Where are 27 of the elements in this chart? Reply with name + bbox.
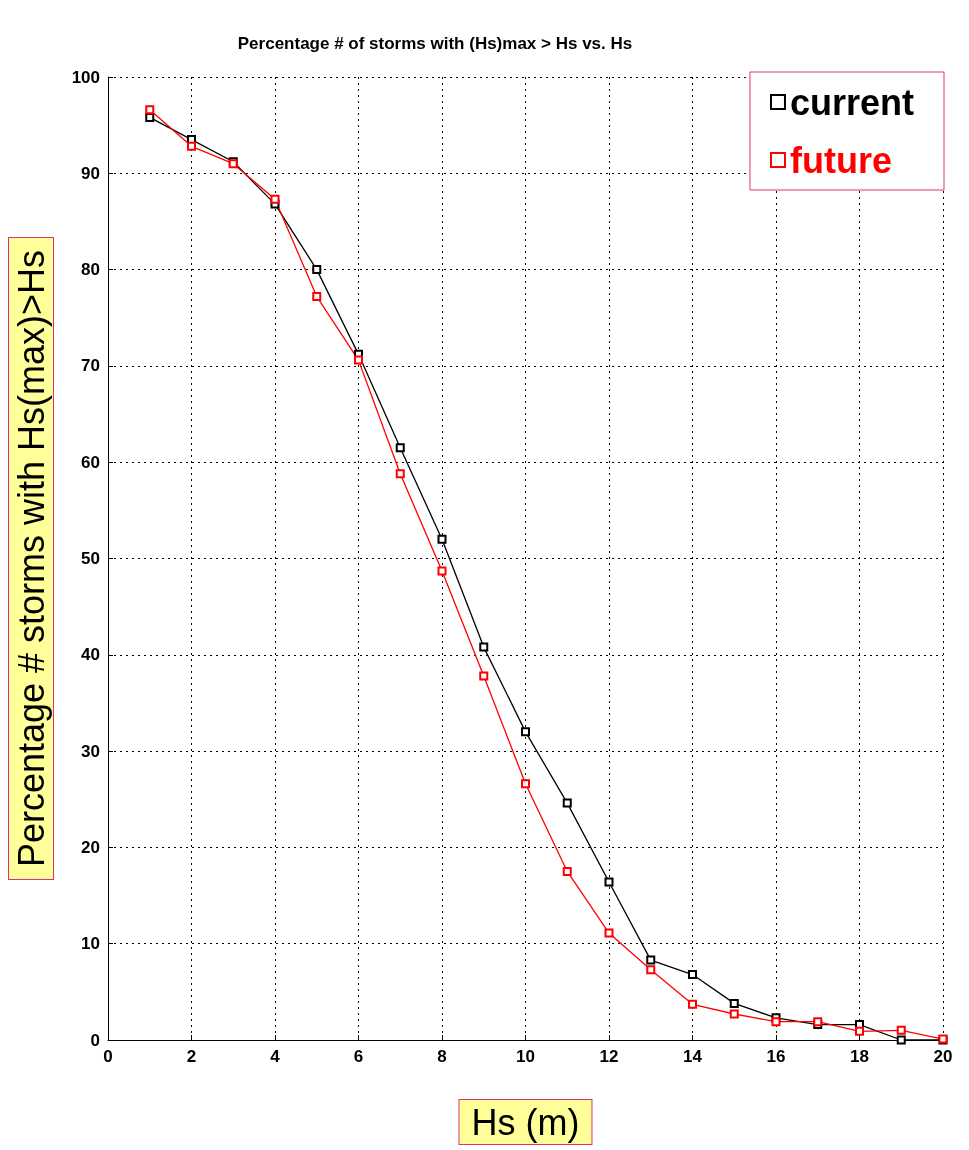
- x-tick-label: 8: [437, 1047, 447, 1066]
- y-tick-label: 40: [81, 645, 100, 665]
- x-tick-label: 14: [683, 1047, 703, 1066]
- y-tick-label: 30: [81, 741, 100, 761]
- x-tick-label: 20: [933, 1047, 953, 1066]
- legend-label: future: [789, 139, 892, 181]
- y-tick-label: 20: [81, 837, 100, 857]
- y-tick-label: 70: [81, 356, 100, 376]
- x-tick-label: 0: [103, 1047, 113, 1066]
- y-axis-title: Percentage # storms with Hs(max)>Hs: [10, 249, 52, 868]
- y-tick-label: 80: [81, 260, 100, 280]
- x-tick-label: 6: [353, 1047, 364, 1066]
- y-tick-label: 10: [81, 934, 100, 954]
- legend-label: current: [789, 81, 915, 123]
- x-tick-label: 4: [270, 1047, 281, 1066]
- x-tick-label: 10: [516, 1047, 535, 1066]
- y-tick-label: 0: [90, 1030, 100, 1050]
- x-tick-label: 18: [850, 1047, 869, 1066]
- chart-title: Percentage # of storms with (Hs)max > Hs vs. Hs: [237, 34, 633, 53]
- x-axis-title: Hs (m): [471, 1101, 580, 1143]
- x-tick-label: 16: [766, 1047, 786, 1066]
- x-tick-label: 12: [599, 1047, 619, 1066]
- y-tick-label: 100: [71, 67, 100, 87]
- y-tick-label: 50: [81, 549, 100, 568]
- y-tick-label: 90: [81, 163, 100, 183]
- y-tick-label: 60: [81, 452, 100, 472]
- x-tick-label: 2: [186, 1047, 197, 1066]
